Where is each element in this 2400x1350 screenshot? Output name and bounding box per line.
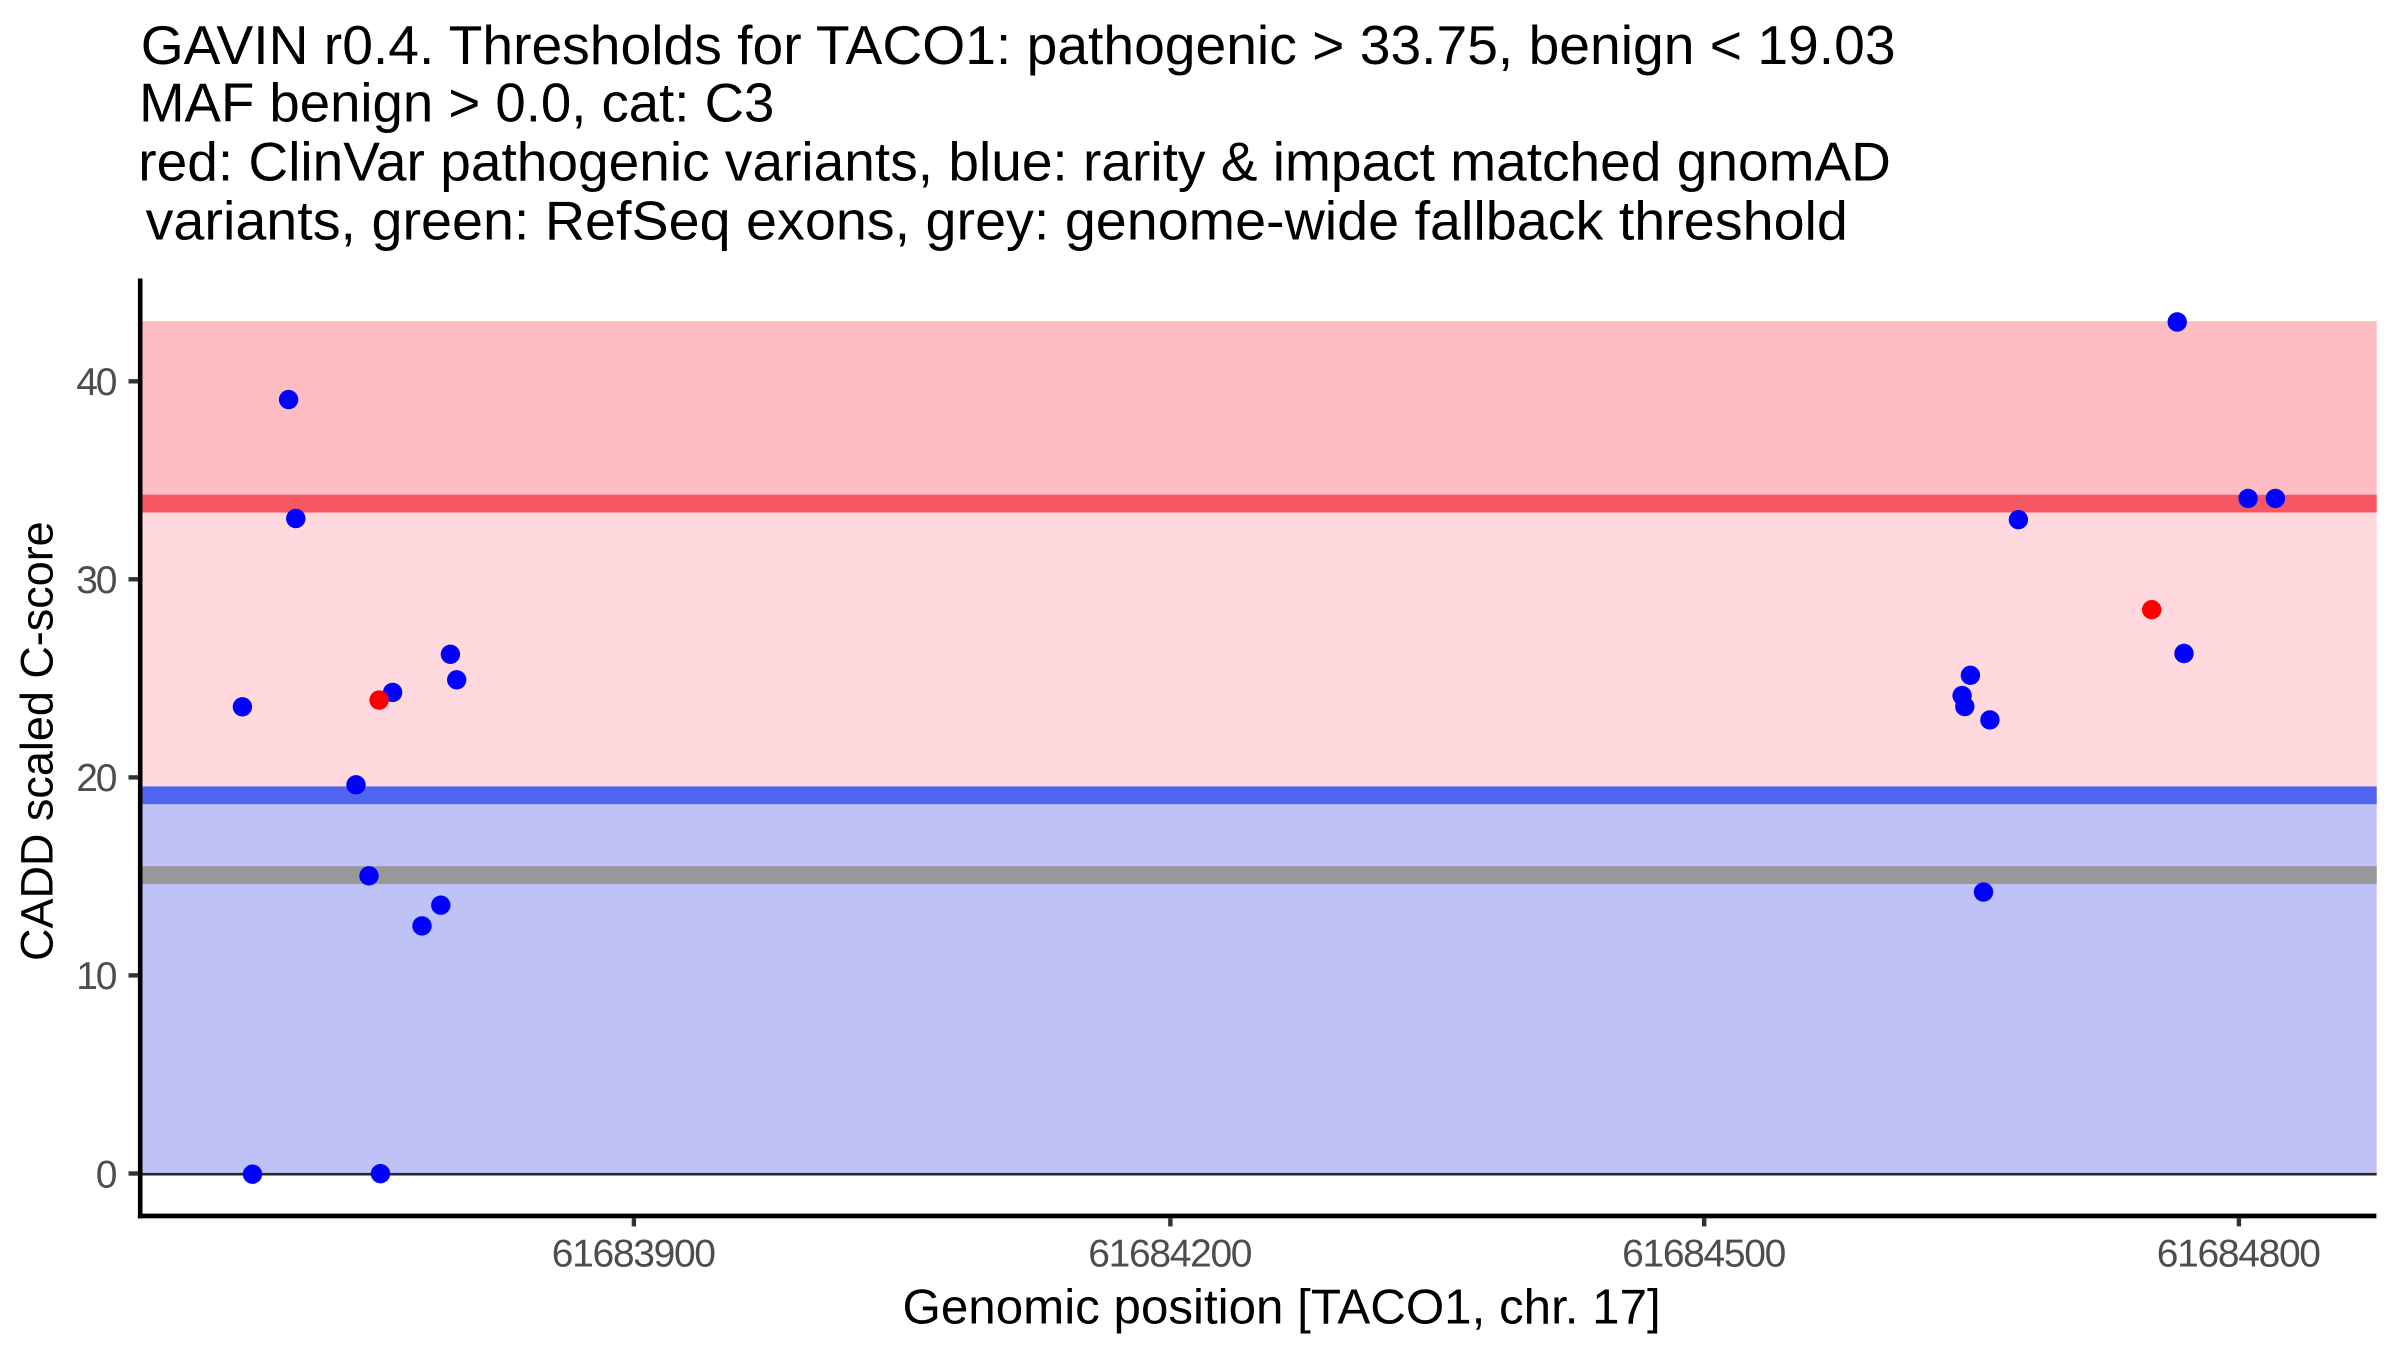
svg-text:61684800: 61684800 <box>2157 1232 2321 1275</box>
svg-text:61684200: 61684200 <box>1088 1232 1252 1275</box>
svg-text:61683900: 61683900 <box>552 1232 716 1275</box>
svg-text:10: 10 <box>76 955 117 998</box>
svg-text:MAF benign > 0.0, cat: C3: MAF benign > 0.0, cat: C3 <box>139 72 774 134</box>
svg-text:variants, green: RefSeq exons,: variants, green: RefSeq exons, grey: gen… <box>146 190 1848 252</box>
svg-text:GAVIN r0.4. Thresholds for TAC: GAVIN r0.4. Thresholds for TACO1: pathog… <box>141 14 1896 76</box>
svg-text:Genomic position [TACO1, chr.: Genomic position [TACO1, chr. 17] <box>903 1280 1661 1334</box>
svg-text:CADD scaled C-score: CADD scaled C-score <box>12 521 63 961</box>
svg-text:61684500: 61684500 <box>1622 1232 1786 1275</box>
svg-text:0: 0 <box>96 1153 118 1196</box>
svg-text:30: 30 <box>76 559 117 602</box>
svg-text:40: 40 <box>76 361 117 404</box>
svg-text:20: 20 <box>76 757 117 800</box>
svg-text:red: ClinVar pathogenic varian: red: ClinVar pathogenic variants, blue: … <box>138 131 1891 193</box>
